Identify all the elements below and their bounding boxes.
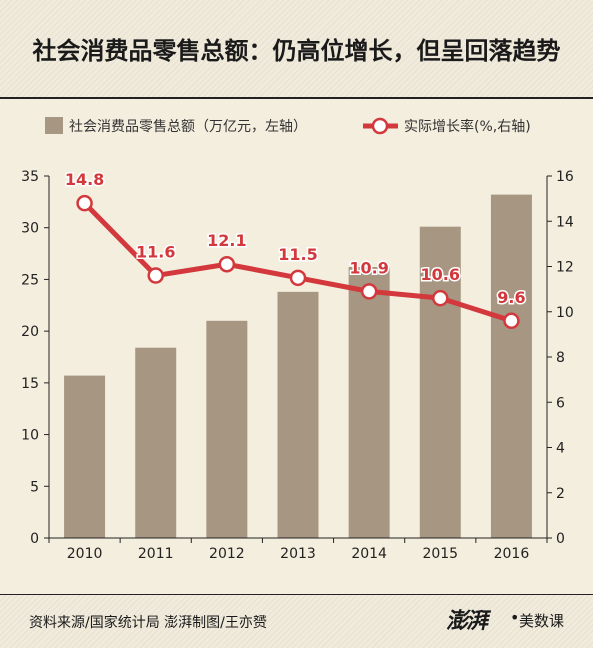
growth-label-2010: 14.8 [65, 170, 104, 189]
bar-2016 [490, 194, 532, 539]
x-tick-label-2013: 2013 [280, 546, 316, 562]
y-right-tick-label: 12 [556, 260, 574, 276]
legend-label-line: 实际增长率(%,右轴) [404, 118, 531, 135]
x-tick-label-2015: 2015 [422, 546, 458, 562]
x-tick-label-2016: 2016 [494, 546, 530, 562]
growth-point-2016 [503, 312, 520, 330]
y-left-tick-label: 20 [21, 324, 39, 340]
x-tick-label-2012: 2012 [209, 546, 245, 562]
footer-divider [0, 594, 593, 595]
y-left-tick-label: 25 [21, 272, 39, 288]
bar-2012 [206, 320, 248, 538]
brand-name: 美数课 [519, 612, 565, 630]
header: 社会消费品零售总额：仍高位增长，但呈回落趋势 [0, 0, 593, 98]
growth-label-2013: 11.5 [278, 245, 317, 264]
x-tick-label-2010: 2010 [67, 546, 103, 562]
legend-swatch-bar [45, 117, 63, 134]
y-right-tick-label: 2 [556, 486, 565, 502]
bar-2013 [277, 291, 319, 538]
growth-point-2015 [432, 289, 449, 307]
y-right-tick-label: 10 [556, 305, 574, 321]
combo-chart: 社会消费品零售总额（万亿元，左轴） 实际增长率(%,右轴)051015202530… [21, 117, 574, 562]
growth-point-2011 [147, 267, 164, 284]
growth-label-2012: 12.1 [207, 231, 246, 250]
x-tick-label-2011: 2011 [138, 546, 174, 562]
growth-label-2014: 10.9 [349, 258, 388, 277]
y-left-tick-label: 35 [21, 169, 39, 185]
growth-point-2014 [360, 283, 378, 300]
bar-2010 [64, 375, 106, 538]
growth-point-2012 [218, 255, 236, 273]
page-title: 社会消费品零售总额：仍高位增长，但呈回落趋势 [32, 37, 561, 65]
bar-2015 [419, 226, 461, 538]
bar-2014 [348, 267, 390, 538]
brand-separator: • [510, 608, 520, 627]
y-left-tick-label: 0 [30, 531, 39, 547]
y-right-tick-label: 4 [556, 441, 565, 457]
y-right-tick-label: 16 [556, 169, 574, 185]
footer: 资料来源/国家统计局 澎湃制图/王亦赟 澎湃 • 美数课 [0, 595, 593, 648]
y-left-tick-label: 5 [30, 479, 39, 495]
growth-point-2013 [289, 269, 307, 287]
growth-point-2010 [76, 194, 93, 212]
y-left-tick-label: 15 [21, 376, 39, 392]
y-left-tick-label: 30 [21, 221, 39, 237]
growth-label-2011: 11.6 [136, 243, 175, 262]
y-right-tick-label: 6 [556, 395, 565, 411]
bar-2011 [135, 347, 177, 538]
growth-label-2015: 10.6 [421, 265, 460, 284]
brand-logo: 澎湃 [444, 608, 491, 634]
source-credit: 资料来源/国家统计局 澎湃制图/王亦赟 [29, 615, 267, 631]
y-right-tick-label: 0 [556, 531, 565, 547]
x-tick-label-2014: 2014 [351, 546, 387, 562]
legend-label-bar: 社会消费品零售总额（万亿元，左轴） [69, 119, 307, 135]
growth-label-2016: 9.6 [497, 288, 525, 307]
y-right-tick-label: 14 [556, 214, 574, 230]
header-divider [0, 97, 593, 99]
y-right-tick-label: 8 [556, 350, 565, 366]
legend-marker [371, 117, 389, 135]
y-left-tick-label: 10 [21, 428, 39, 444]
